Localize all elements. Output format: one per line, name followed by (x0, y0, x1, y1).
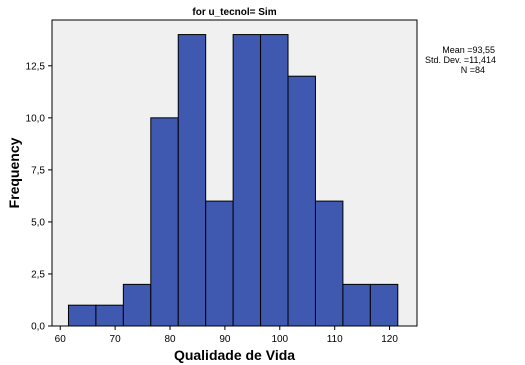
histogram-bar (96, 305, 123, 326)
x-tick-label: 90 (219, 334, 231, 345)
y-axis-label: Frequency (6, 137, 22, 208)
y-tick-label: 7,5 (31, 165, 45, 176)
y-tick-label: 5,0 (31, 217, 45, 228)
x-tick-label: 120 (381, 334, 398, 345)
stats-mean: Mean =93,55 (442, 45, 495, 55)
stats-n: N =84 (461, 65, 485, 75)
histogram-bar (315, 201, 342, 326)
histogram-bar (206, 201, 233, 326)
histogram-bar (68, 305, 95, 326)
y-axis: 0,0 2,5 5,0 7,5 10,0 12,5 (26, 61, 52, 332)
x-tick-label: 70 (110, 334, 122, 345)
y-tick-label: 12,5 (26, 61, 46, 72)
histogram-bar (151, 118, 178, 326)
x-tick-label: 60 (55, 334, 67, 345)
stats-std-dev: Std. Dev. =11,414 (425, 55, 496, 65)
x-axis: 60 70 80 90 100 110 120 (55, 326, 399, 345)
x-tick-label: 80 (164, 334, 176, 345)
y-tick-label: 10,0 (26, 113, 46, 124)
histogram-bar (343, 284, 370, 326)
chart-title: for u_tecnol= Sim (192, 7, 276, 18)
histogram-bar (370, 284, 397, 326)
histogram-bar (261, 35, 288, 326)
y-tick-label: 0,0 (31, 322, 45, 333)
y-tick-label: 2,5 (31, 269, 45, 280)
histogram-bar (288, 76, 315, 326)
x-tick-label: 100 (271, 334, 288, 345)
x-axis-label: Qualidade de Vida (174, 347, 295, 363)
histogram-bar (233, 35, 260, 326)
histogram-bar (178, 35, 205, 326)
x-tick-label: 110 (327, 334, 343, 345)
histogram-bar (123, 284, 150, 326)
